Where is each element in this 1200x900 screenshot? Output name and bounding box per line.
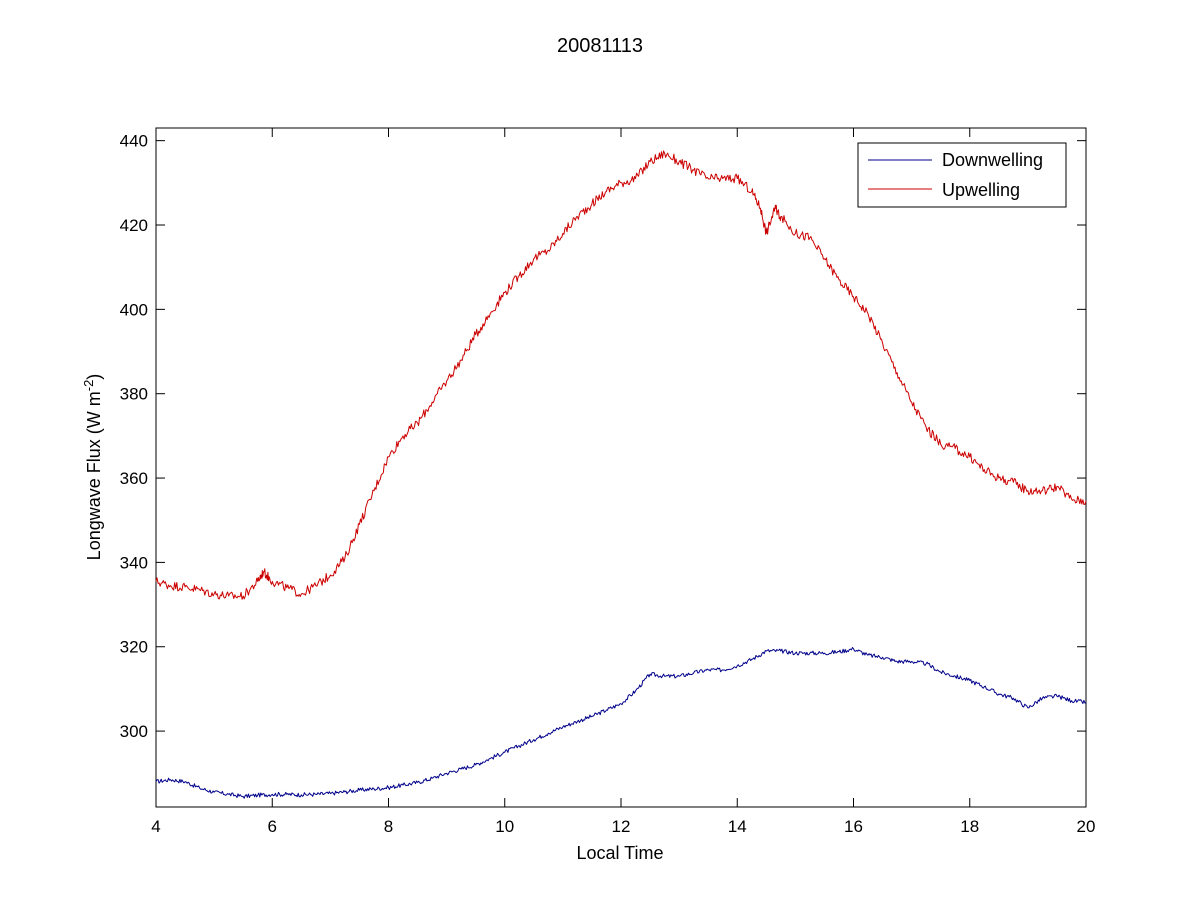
x-tick-label: 8	[384, 817, 393, 836]
legend-box	[857, 142, 1067, 208]
x-axis-label: Local Time	[576, 843, 663, 863]
y-tick-label: 320	[120, 638, 148, 657]
x-tick-label: 16	[844, 817, 863, 836]
y-tick-label: 300	[120, 722, 148, 741]
series-line-upwelling	[155, 150, 1087, 600]
legend: Downwelling Upwelling	[857, 142, 1067, 208]
y-tick-label: 380	[120, 385, 148, 404]
y-tick-label: 340	[120, 553, 148, 572]
y-tick-label: 400	[120, 300, 148, 319]
chart-title: 20081113	[557, 35, 643, 57]
y-tick-label: 440	[120, 132, 148, 151]
legend-label-downwelling: Downwelling	[942, 150, 1043, 170]
y-tick-label: 420	[120, 216, 148, 235]
y-tick-label: 360	[120, 469, 148, 488]
legend-label-upwelling: Upwelling	[942, 180, 1020, 200]
x-tick-label: 12	[612, 817, 631, 836]
x-tick-label: 20	[1077, 817, 1096, 836]
y-axis-label: Longwave Flux (W m-2)	[81, 374, 104, 561]
x-tick-label: 4	[151, 817, 160, 836]
y-axis-label-suffix: )	[84, 374, 104, 380]
x-tick-label: 6	[268, 817, 277, 836]
series-line-downwelling	[155, 647, 1087, 799]
axis-ticks	[155, 128, 1087, 807]
x-tick-label: 10	[495, 817, 514, 836]
series-lines	[155, 150, 1087, 799]
y-axis-label-superscript: -2	[81, 380, 96, 392]
x-tick-label: 14	[728, 817, 747, 836]
x-tick-label: 18	[960, 817, 979, 836]
plot-area	[155, 127, 1087, 808]
y-tick-labels: 300 320 340 360 380 400 420 440	[120, 132, 148, 741]
x-tick-labels: 4 6 8 10 12 14 16 18 20	[151, 817, 1095, 836]
y-axis-label-base: Longwave Flux (W m	[84, 391, 104, 560]
